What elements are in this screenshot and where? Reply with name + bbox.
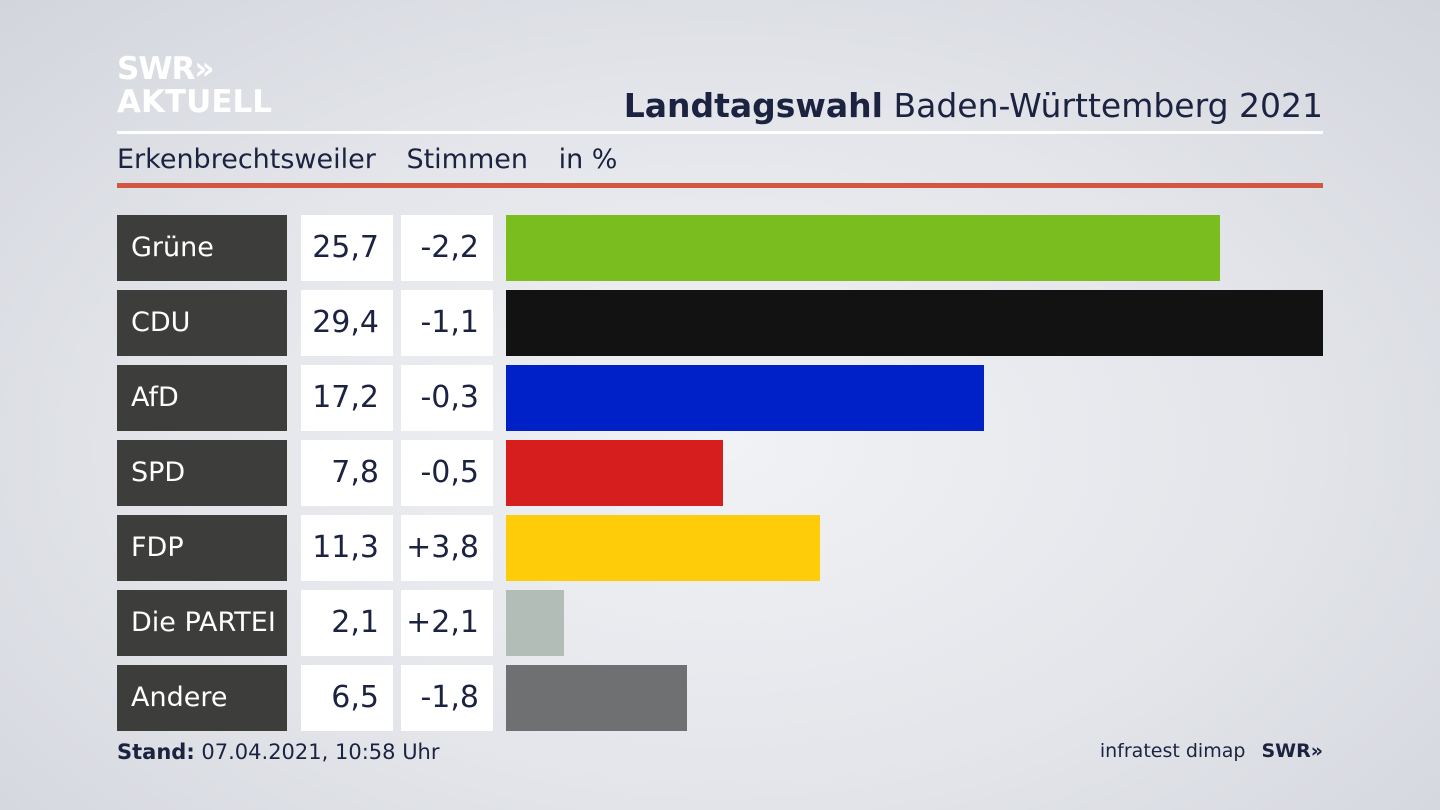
place-label: Erkenbrechtsweiler [117, 144, 376, 175]
chart-subtitle: Erkenbrechtsweiler Stimmen in % [117, 144, 639, 175]
page-title: Landtagswahl Baden-Württemberg 2021 [624, 86, 1323, 125]
party-label: SPD [117, 440, 287, 506]
change-value: -0,3 [401, 365, 493, 431]
change-value: -1,8 [401, 665, 493, 731]
footer-brand-logo: SWR» [1261, 740, 1323, 762]
result-row: AfD 17,2 -0,3 [117, 365, 1323, 431]
source-label: infratest dimap [1099, 740, 1246, 762]
party-label: FDP [117, 515, 287, 581]
result-row: Grüne 25,7 -2,2 [117, 215, 1323, 281]
vote-share-value: 17,2 [301, 365, 393, 431]
header-divider [117, 131, 1323, 134]
vote-share-bar [506, 440, 723, 506]
vote-share-value: 29,4 [301, 290, 393, 356]
measure-label: Stimmen [406, 144, 528, 175]
source-credit: infratest dimap SWR» [1100, 740, 1323, 762]
change-value: -1,1 [401, 290, 493, 356]
logo-line-2: AKTUELL [117, 84, 273, 120]
title-bold: Landtagswahl [623, 86, 883, 125]
vote-share-bar [506, 515, 820, 581]
party-label: Die PARTEI [117, 590, 287, 656]
vote-share-bar [506, 365, 984, 431]
party-label: Andere [117, 665, 287, 731]
party-label: AfD [117, 365, 287, 431]
title-rest: Baden-Württemberg 2021 [893, 86, 1323, 125]
result-row: Andere 6,5 -1,8 [117, 665, 1323, 731]
logo-line-1: SWR» [117, 51, 214, 87]
change-value: -0,5 [401, 440, 493, 506]
change-value: -2,2 [401, 215, 493, 281]
vote-share-value: 6,5 [301, 665, 393, 731]
change-value: +2,1 [401, 590, 493, 656]
vote-share-bar [506, 665, 687, 731]
result-row: FDP 11,3 +3,8 [117, 515, 1323, 581]
change-value: +3,8 [401, 515, 493, 581]
vote-share-bar [506, 290, 1323, 356]
party-label: Grüne [117, 215, 287, 281]
vote-share-value: 25,7 [301, 215, 393, 281]
result-row: Die PARTEI 2,1 +2,1 [117, 590, 1323, 656]
vote-share-value: 2,1 [301, 590, 393, 656]
party-label: CDU [117, 290, 287, 356]
result-row: SPD 7,8 -0,5 [117, 440, 1323, 506]
swr-aktuell-logo: SWR» AKTUELL [117, 54, 272, 118]
accent-divider [117, 183, 1323, 188]
vote-share-value: 11,3 [301, 515, 393, 581]
vote-share-bar [506, 215, 1220, 281]
vote-share-bar [506, 590, 564, 656]
timestamp: Stand: 07.04.2021, 10:58 Uhr [117, 740, 440, 764]
stand-label: Stand: [117, 740, 195, 764]
stand-value: 07.04.2021, 10:58 Uhr [201, 740, 440, 764]
unit-label: in % [558, 144, 618, 175]
vote-share-value: 7,8 [301, 440, 393, 506]
result-row: CDU 29,4 -1,1 [117, 290, 1323, 356]
